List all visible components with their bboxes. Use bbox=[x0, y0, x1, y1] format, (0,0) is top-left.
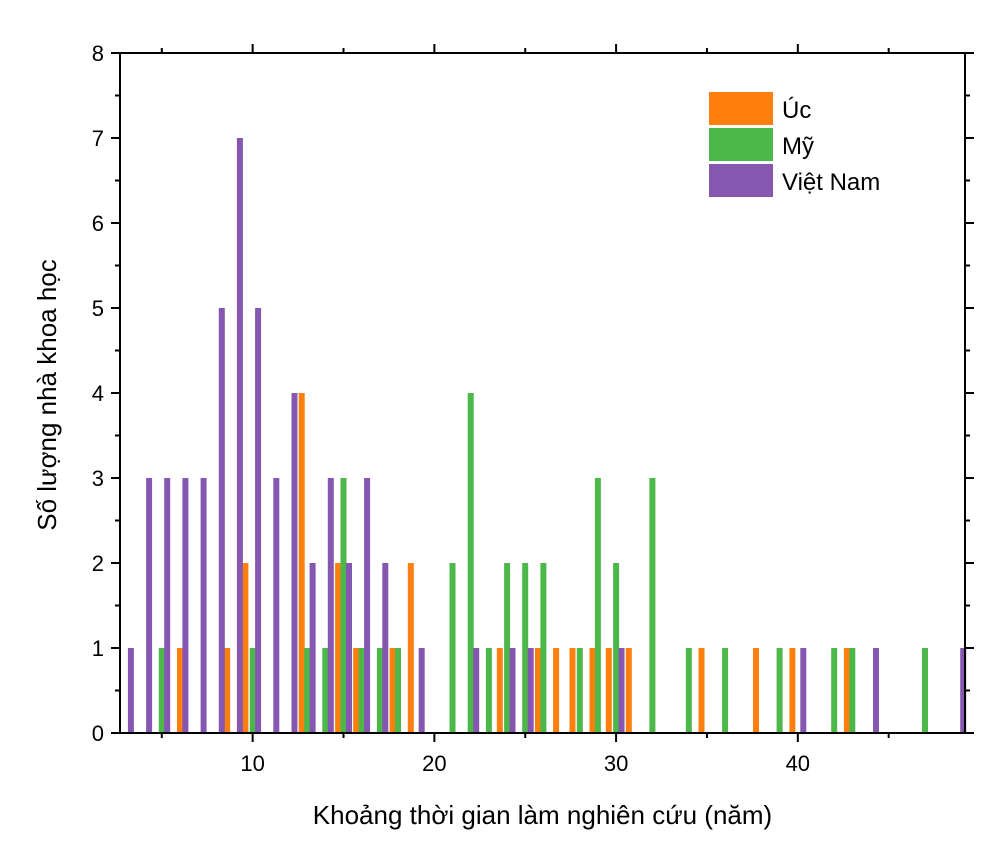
bar-my bbox=[158, 648, 165, 733]
bar-my bbox=[831, 648, 838, 733]
y-axis-title: Số lượng nhà khoa học bbox=[32, 259, 62, 531]
legend-label: Mỹ bbox=[782, 133, 814, 160]
axes-layer: 0 1 2 3 4 5 6 7 8 10 20 30 40 bbox=[92, 41, 974, 776]
bar-uc bbox=[407, 563, 414, 733]
bar-viet-nam bbox=[327, 478, 334, 733]
bar-my bbox=[849, 648, 856, 733]
bar-my bbox=[449, 563, 456, 733]
y-tick-label: 5 bbox=[92, 296, 104, 321]
bar-uc bbox=[177, 648, 183, 733]
bar-uc bbox=[535, 648, 541, 733]
bar-uc bbox=[698, 648, 705, 733]
bar-viet-nam bbox=[127, 648, 134, 733]
bar-my bbox=[522, 563, 529, 733]
bar-viet-nam bbox=[182, 478, 189, 733]
bar-viet-nam bbox=[800, 648, 807, 733]
y-tick-label: 2 bbox=[92, 551, 104, 576]
bar-my bbox=[340, 478, 347, 733]
legend: Úc Mỹ Việt Nam bbox=[709, 92, 880, 197]
bar-my bbox=[304, 648, 311, 733]
y-tick-label: 7 bbox=[92, 126, 104, 151]
bar-viet-nam bbox=[146, 478, 153, 733]
bar-viet-nam bbox=[382, 563, 389, 733]
bar-viet-nam bbox=[218, 308, 225, 733]
bar-uc bbox=[298, 393, 305, 733]
bar-viet-nam bbox=[200, 478, 207, 733]
x-tick-label: 30 bbox=[604, 751, 628, 776]
bar-my bbox=[485, 648, 492, 733]
bar-uc bbox=[335, 563, 342, 733]
bar-my bbox=[594, 478, 601, 733]
bar-my bbox=[685, 648, 692, 733]
bar-viet-nam bbox=[291, 393, 298, 733]
bar-viet-nam bbox=[364, 478, 371, 733]
legend-swatch bbox=[709, 92, 773, 125]
bar-uc bbox=[242, 563, 249, 733]
bar-viet-nam bbox=[346, 563, 352, 733]
legend-swatch bbox=[709, 164, 773, 197]
bar-uc bbox=[389, 648, 396, 733]
bar-uc bbox=[589, 648, 596, 733]
x-tick-label: 20 bbox=[422, 751, 446, 776]
legend-swatch bbox=[709, 128, 773, 161]
bar-my bbox=[540, 563, 547, 733]
bar-my bbox=[249, 648, 256, 733]
bar-uc bbox=[605, 648, 612, 733]
y-tick-label: 4 bbox=[92, 381, 104, 406]
bar-my bbox=[376, 648, 383, 733]
bar-my bbox=[722, 648, 729, 733]
bar-viet-nam bbox=[273, 478, 280, 733]
bar-viet-nam bbox=[960, 648, 967, 733]
bar-my bbox=[649, 478, 656, 733]
x-tick-label: 40 bbox=[786, 751, 810, 776]
bar-uc bbox=[625, 648, 632, 733]
y-tick-label: 6 bbox=[92, 211, 104, 236]
y-tick-label: 0 bbox=[92, 721, 104, 746]
bar-viet-nam bbox=[418, 648, 425, 733]
bar-viet-nam bbox=[164, 478, 171, 733]
bar-viet-nam bbox=[255, 308, 262, 733]
bar-my bbox=[504, 563, 511, 733]
bar-viet-nam bbox=[873, 648, 879, 733]
bar-uc bbox=[224, 648, 231, 733]
bars-layer bbox=[127, 138, 967, 733]
bar-my bbox=[776, 648, 783, 733]
bar-my bbox=[395, 648, 401, 733]
legend-label: Việt Nam bbox=[782, 169, 880, 196]
y-tick-label: 1 bbox=[92, 636, 104, 661]
bar-viet-nam bbox=[236, 138, 243, 733]
bar-my bbox=[322, 648, 329, 733]
bar-my bbox=[922, 648, 928, 733]
bar-viet-nam bbox=[509, 648, 516, 733]
bar-my bbox=[576, 648, 583, 733]
bar-uc bbox=[789, 648, 796, 733]
bar-uc bbox=[353, 648, 360, 733]
y-tick-label: 3 bbox=[92, 466, 104, 491]
x-tick-label: 10 bbox=[240, 751, 264, 776]
bar-uc bbox=[553, 648, 560, 733]
legend-label: Úc bbox=[782, 97, 811, 124]
y-tick-label: 8 bbox=[92, 41, 104, 66]
bar-viet-nam bbox=[309, 563, 316, 733]
bar-viet-nam bbox=[527, 648, 534, 733]
bar-uc bbox=[753, 648, 759, 733]
x-axis-title: Khoảng thời gian làm nghiên cứu (năm) bbox=[313, 800, 772, 830]
bar-my bbox=[358, 648, 365, 733]
bar-my bbox=[467, 393, 474, 733]
bar-viet-nam bbox=[618, 648, 625, 733]
bar-uc bbox=[843, 648, 850, 733]
bar-viet-nam bbox=[473, 648, 480, 733]
bar-my bbox=[613, 563, 620, 733]
bar-uc bbox=[496, 648, 503, 733]
bar-uc bbox=[569, 648, 576, 733]
